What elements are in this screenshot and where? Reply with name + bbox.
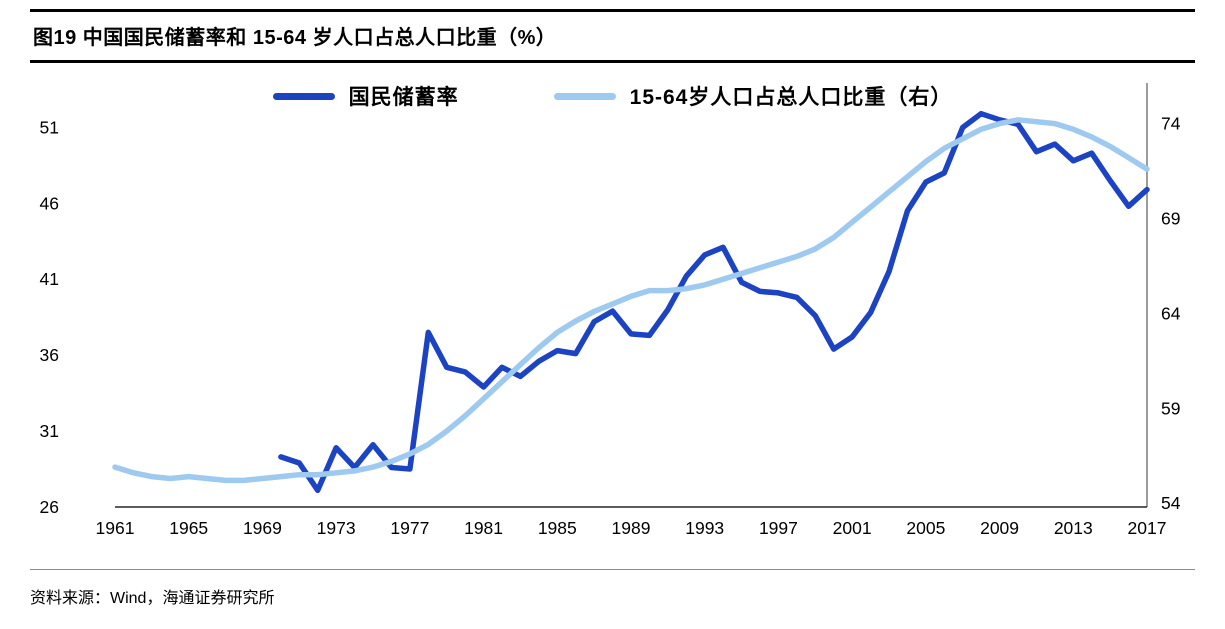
- x-axis-tick-label: 2001: [833, 518, 872, 538]
- x-axis-tick-label: 1973: [317, 518, 356, 538]
- x-axis-tick-label: 1961: [96, 518, 135, 538]
- x-axis-tick-label: 1989: [612, 518, 651, 538]
- x-axis-tick-label: 1985: [538, 518, 577, 538]
- savings-rate-line: [278, 110, 1150, 494]
- left-axis-tick-label: 41: [40, 269, 59, 289]
- x-axis-tick-label: 2009: [980, 518, 1019, 538]
- figure-title: 图19 中国国民储蓄率和 15-64 岁人口占总人口比重（%）: [33, 27, 557, 49]
- source-text: 资料来源：Wind，海通证券研究所: [30, 590, 275, 607]
- x-axis-tick-label: 2005: [906, 518, 945, 538]
- x-axis-tick-label: 1965: [169, 518, 208, 538]
- x-axis-tick-label: 1977: [390, 518, 429, 538]
- source-row: 资料来源：Wind，海通证券研究所: [30, 569, 1195, 608]
- left-axis-tick-label: 26: [40, 497, 59, 517]
- x-axis-tick-label: 1993: [685, 518, 724, 538]
- right-axis-tick-label: 74: [1161, 114, 1181, 134]
- population-share-line: [112, 117, 1150, 484]
- x-axis-tick-label: 1997: [759, 518, 798, 538]
- right-axis-tick-label: 54: [1161, 493, 1181, 513]
- right-axis-tick-label: 59: [1161, 398, 1180, 418]
- left-axis-tick-label: 51: [40, 117, 59, 137]
- figure-title-bar: 图19 中国国民储蓄率和 15-64 岁人口占总人口比重（%）: [30, 9, 1195, 63]
- dual-axis-line-chart: 国民储蓄率 15-64岁人口占总人口比重（右） 26 31 36 41 46 51 54 59…: [0, 65, 1225, 565]
- right-axis-tick-label: 69: [1161, 208, 1180, 228]
- right-axis-tick-label: 64: [1161, 303, 1181, 323]
- x-axis-tick-label: 1981: [464, 518, 503, 538]
- left-axis-tick-label: 46: [40, 193, 59, 213]
- x-axis-tick-label: 2017: [1128, 518, 1167, 538]
- left-axis-tick-label: 31: [40, 421, 59, 441]
- x-axis-tick-label: 1969: [243, 518, 282, 538]
- line-chart-svg: 26 31 36 41 46 51 54 59 64 69 74 1961 1965 1969 1973 19…: [40, 83, 1181, 538]
- x-axis-tick-label: 2013: [1054, 518, 1093, 538]
- left-axis-tick-label: 36: [40, 345, 59, 365]
